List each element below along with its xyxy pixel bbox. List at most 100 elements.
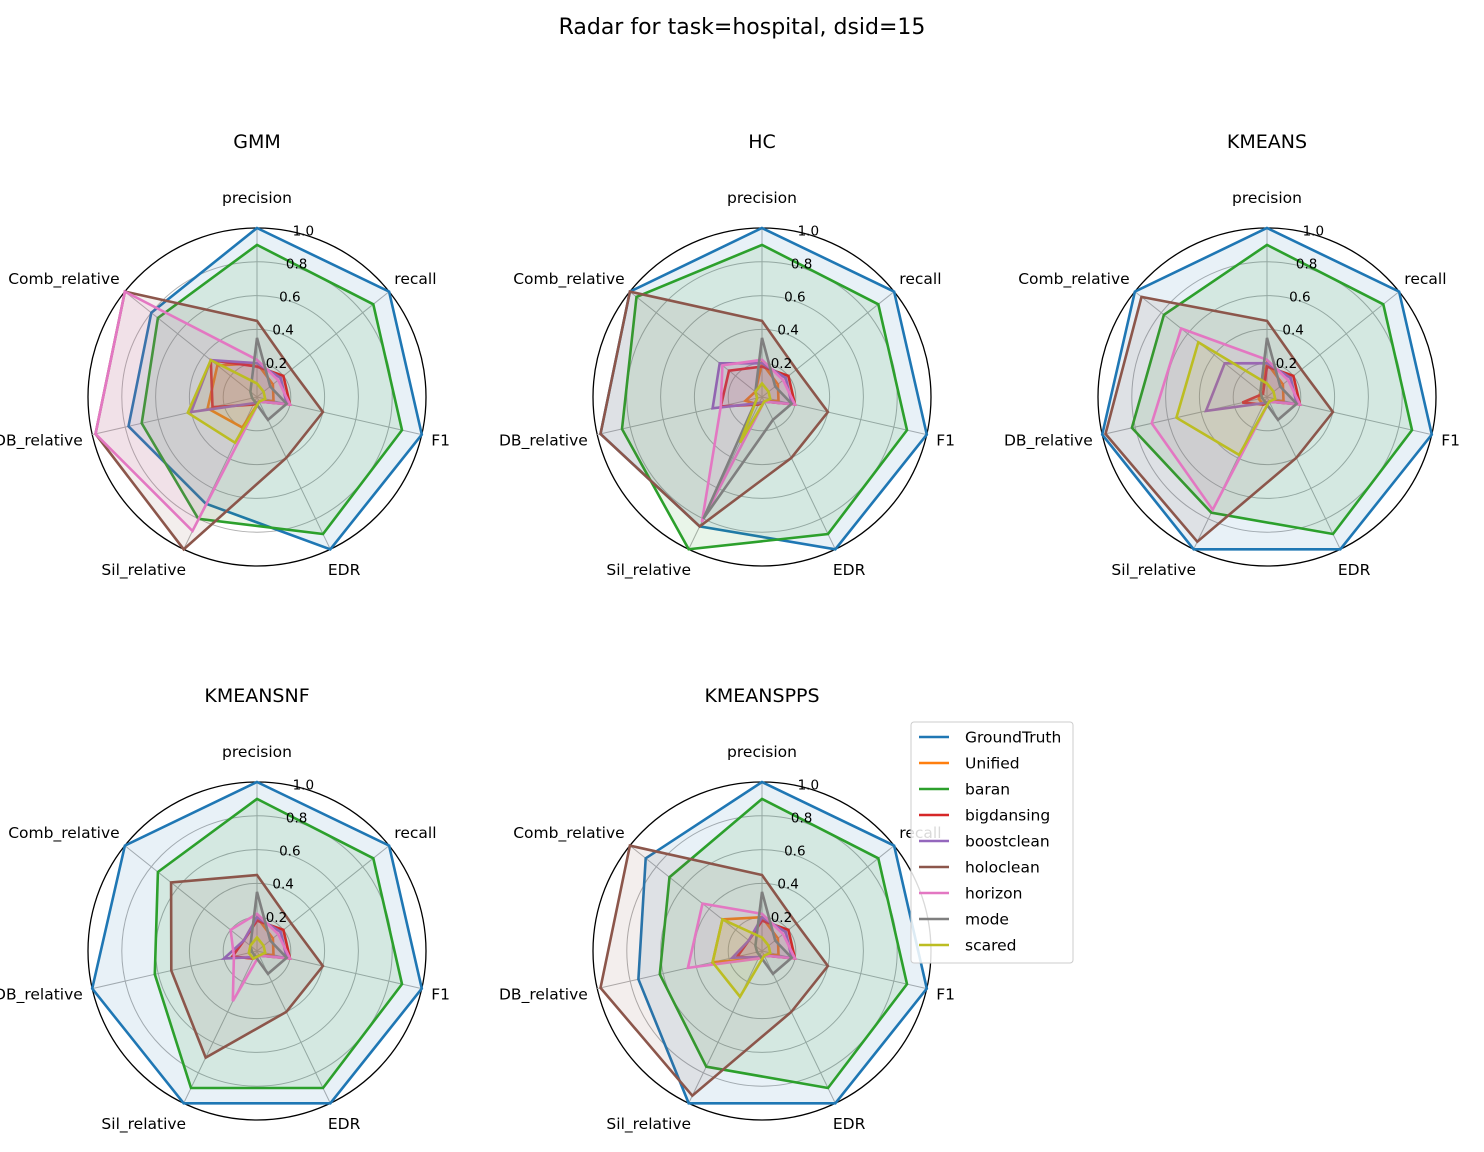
panel-title: KMEANS [1227,131,1307,153]
axis-label-recall: recall [394,824,436,842]
series-fill-bigdansing [720,366,795,407]
radial-tick-label: 1.0 [1303,223,1324,239]
axis-label-edr: EDR [328,561,361,579]
axis-label-precision: precision [727,189,797,207]
radial-tick-label: 0.2 [1276,356,1297,372]
series-fill-groundtruth [92,782,422,1104]
series-line-scared [247,935,267,961]
series-line-groundtruth [1100,226,1434,551]
series-line-baran [1130,243,1414,536]
axis-label-sil_relative: Sil_relative [101,1115,186,1134]
legend-label: Unified [965,755,1020,773]
legend-label: holoclean [965,859,1040,877]
radial-tick-label: 0.6 [279,290,300,306]
series-fill-holoclean [600,845,828,1096]
axis-label-recall: recall [899,270,941,288]
legend-label: GroundTruth [965,729,1061,747]
radial-tick-label: 1.0 [798,223,819,239]
grid-spoke [92,396,258,436]
panel-title: KMEANSNF [204,685,309,707]
series-line-horizon [700,358,798,523]
axis-label-f1: F1 [431,432,450,450]
legend-frame [910,721,1074,964]
radial-tick-label: 1.0 [293,223,314,239]
series-fill-holoclean [1105,296,1333,542]
figure-title: Radar for task=hospital, dsid=15 [559,15,926,40]
axis-label-comb_relative: Comb_relative [8,824,119,843]
radial-tick-label: 0.6 [279,844,300,860]
axis-label-db_relative: DB_relative [499,432,588,451]
series-fill-mode [1260,337,1297,420]
axis-label-edr: EDR [833,1115,866,1133]
grid-spoke [761,950,836,1104]
legend-item-holoclean: holoclean [919,859,1040,877]
grid-spoke [183,950,258,1104]
series-fill-scared [1176,342,1276,455]
series-fill-baran [659,798,907,1088]
axis-label-sil_relative: Sil_relative [606,561,691,580]
legend-item-groundtruth: GroundTruth [919,729,1061,747]
radar-panel-kmeanspps: KMEANSPPS0.20.40.60.81.0precisionrecallF… [499,685,955,1134]
axis-label-db_relative: DB_relative [1004,432,1093,451]
legend-item-horizon: horizon [919,885,1022,903]
axis-label-db_relative: DB_relative [499,986,588,1005]
radial-tick-label: 0.6 [784,290,805,306]
grid-spoke [597,396,763,436]
radial-tick-label: 0.2 [771,356,792,372]
grid-spoke [1102,396,1268,436]
series-line-baran [153,797,404,1090]
axis-label-edr: EDR [1338,561,1371,579]
series-line-scared [738,381,772,444]
legend-label: scared [965,937,1017,955]
grid-spoke [124,291,258,398]
axis-label-sil_relative: Sil_relative [1111,561,1196,580]
series-line-scared [711,917,772,999]
radial-tick-label: 0.4 [272,877,293,893]
series-line-scared [186,358,267,445]
legend-item-unified: Unified [919,755,1020,773]
series-line-mode [249,337,289,422]
legend-label: baran [965,781,1010,799]
series-fill-baran [154,798,402,1088]
legend-item-baran: baran [919,781,1010,799]
series-line-horizon [229,912,293,1002]
radial-tick-label: 0.8 [286,811,307,827]
series-line-horizon [94,289,293,534]
series-fill-holoclean [95,291,323,550]
radial-tick-label: 0.6 [1289,290,1310,306]
axis-label-recall: recall [1404,270,1446,288]
axis-label-f1: F1 [936,432,955,450]
series-fill-mode [755,891,792,974]
grid-spoke [1193,396,1268,550]
axis-label-sil_relative: Sil_relative [101,561,186,580]
series-fill-horizon [95,291,290,531]
axis-label-db_relative: DB_relative [0,986,83,1005]
axis-label-sil_relative: Sil_relative [606,1115,691,1134]
axis-label-precision: precision [222,189,292,207]
series-line-groundtruth [90,780,424,1105]
grid-spoke [761,396,836,550]
axis-label-comb_relative: Comb_relative [513,270,624,289]
radial-tick-label: 1.0 [798,777,819,793]
radial-tick-label: 0.6 [784,844,805,860]
legend-label: boostclean [965,833,1050,851]
radial-tick-label: 0.4 [272,323,293,339]
legend-item-bigdansing: bigdansing [919,807,1050,825]
series-fill-mode [250,891,287,974]
series-line-mode [1259,337,1299,422]
series-fill-groundtruth [600,228,927,550]
axis-label-f1: F1 [431,986,450,1004]
radial-tick-label: 0.8 [1296,257,1317,273]
series-line-boostclean [711,361,794,410]
series-line-baran [620,243,909,551]
grid-spoke [256,950,331,1104]
grid-spoke [629,291,763,398]
grid-spoke [1266,396,1341,550]
series-fill-unified [712,917,779,963]
radial-tick-label: 0.8 [791,257,812,273]
panel-title: KMEANSPPS [704,685,819,707]
panel-title: GMM [233,131,281,153]
axis-label-edr: EDR [833,561,866,579]
